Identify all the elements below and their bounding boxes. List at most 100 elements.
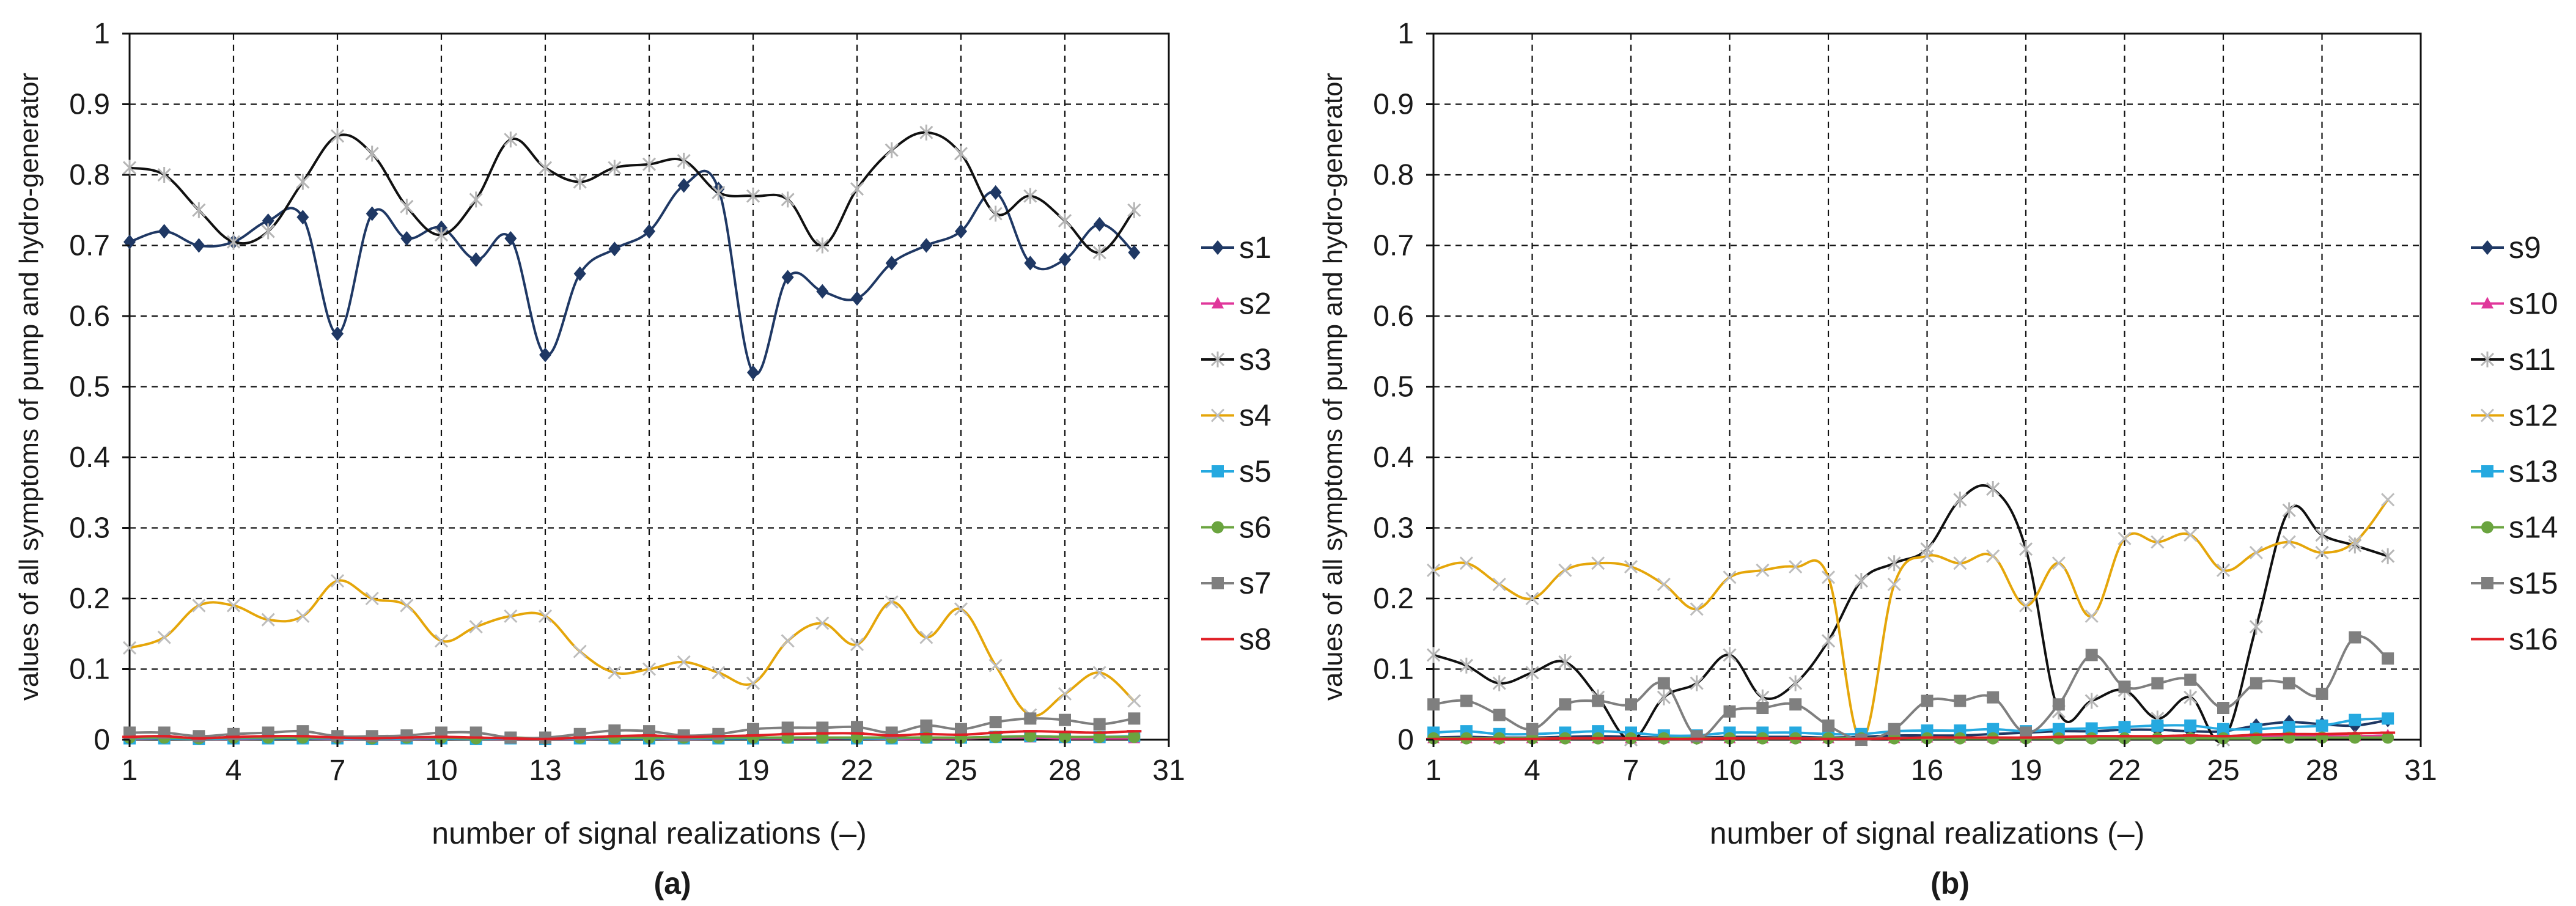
data-point-s7 [227,727,240,740]
data-point-s15 [1888,723,1901,735]
data-point-s13 [1987,723,2000,735]
data-point-s13 [2217,723,2229,735]
series-s16 [1426,731,2396,741]
data-point-s11 [2184,689,2198,705]
data-point-s12 [1657,577,1671,591]
legend-marker [1212,521,1224,534]
data-point-s15 [2151,677,2164,690]
data-point-s7 [469,726,482,739]
data-point-s15 [2052,698,2065,711]
x-tick-label: 28 [2306,754,2338,787]
data-point-s1 [193,238,205,253]
y-tick-label: 0.9 [1373,89,1414,121]
legend-label: s16 [2509,622,2558,657]
data-point-s11 [1854,573,1868,589]
data-point-s15 [2283,677,2295,690]
data-point-s3 [192,202,206,218]
data-point-s3 [538,160,553,176]
series-s3 [122,124,1141,261]
data-point-s14 [2184,732,2197,745]
data-point-s15 [1987,691,2000,704]
data-point-s4 [1058,687,1072,701]
legend-item-s4: s4 [1201,399,1271,433]
y-axis-title: values of all symptoms of pump and hydro… [14,73,44,701]
data-point-s4 [261,613,275,627]
data-point-s3 [1023,188,1037,204]
data-point-s7 [539,731,551,744]
chart-panel-b: 0 0.1 0.2 0.3 0.4 0.5 0.6 0.7 0.8 0.9 1 1 4 7 10 13 16 19… [1318,18,2558,900]
data-point-s12 [2184,528,2198,542]
data-point-s15 [1822,719,1834,732]
data-point-s12 [2249,545,2263,559]
data-point-s1 [781,270,794,285]
legend: s9 s10 s11 s12 s13 s14 s15 s16 [2471,230,2558,657]
data-point-s7 [781,721,794,734]
x-tick-label: 25 [2207,754,2239,787]
data-point-s14 [2052,732,2065,745]
data-point-s15 [2085,649,2098,661]
legend-marker [2481,521,2493,534]
data-point-s7 [955,723,967,735]
data-point-s7 [296,725,309,738]
data-point-s14 [2382,731,2394,744]
data-point-s11 [2348,537,2362,554]
data-point-s7 [989,716,1002,729]
data-point-s4 [192,598,206,613]
legend-marker [2480,352,2495,367]
data-point-s12 [1789,559,1803,574]
data-point-s15 [2217,702,2229,715]
y-tick-label: 0.4 [1373,441,1414,474]
data-point-s3 [330,128,345,144]
data-point-s1 [331,326,344,341]
data-point-s12 [2118,531,2132,545]
data-point-s13 [2316,719,2328,732]
data-point-s1 [677,178,690,193]
data-point-s15 [2316,687,2328,700]
data-point-s15 [2118,680,2131,693]
data-point-s4 [988,658,1003,672]
data-point-s1 [955,224,967,239]
series-s1 [123,169,1141,380]
data-point-s11 [2018,541,2033,558]
y-tick-label: 0 [94,724,110,756]
data-point-s12 [1821,570,1836,584]
series-s8 [122,730,1142,740]
data-point-s4 [642,662,657,676]
data-point-s12 [2085,609,2099,623]
data-point-s1 [1024,256,1037,271]
data-point-s4 [712,666,726,680]
data-point-s1 [851,291,863,306]
data-point-s4 [226,598,241,613]
data-point-s12 [2052,556,2066,570]
data-point-s4 [954,602,968,616]
legend-marker [2481,240,2493,255]
data-point-s15 [1592,694,1605,707]
y-tick-label: 0.7 [1373,230,1414,262]
data-point-s1 [262,213,274,229]
series-layer [1426,481,2396,748]
data-point-s3 [573,174,587,190]
data-point-s15 [1625,698,1637,711]
data-point-s15 [2184,673,2197,686]
data-point-s1 [158,224,171,239]
legend-label: s5 [1239,454,1271,488]
data-point-s4 [781,634,795,648]
data-point-s3 [815,237,830,254]
x-tick-label: 19 [737,754,769,787]
data-point-s1 [573,266,586,281]
data-point-s11 [1558,654,1572,670]
data-point-s4 [919,630,933,644]
data-point-s3 [988,205,1003,222]
data-point-s3 [434,227,449,243]
data-point-s13 [2052,723,2065,735]
legend-item-s13: s13 [2471,454,2558,488]
data-point-s15 [2382,652,2394,665]
data-point-s1 [643,224,655,239]
x-tick-label: 25 [944,754,977,787]
data-point-s7 [608,724,621,737]
data-point-s1 [400,230,413,246]
data-point-s11 [1789,675,1803,691]
data-point-s3 [885,142,899,158]
data-point-s14 [2151,732,2164,745]
legend: s1 s2 s3 s4 s5 s6 s7 s8 [1201,230,1271,657]
